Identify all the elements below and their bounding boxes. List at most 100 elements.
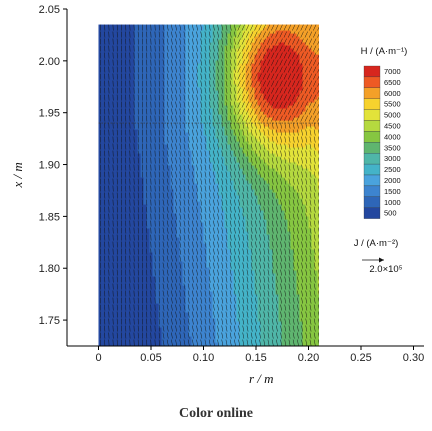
contour-cell <box>284 138 288 142</box>
contour-cell <box>191 42 195 46</box>
contour-cell <box>257 57 261 61</box>
contour-cell <box>251 180 255 184</box>
contour-cell <box>206 93 210 97</box>
contour-cell <box>110 144 114 148</box>
contour-cell <box>308 90 312 94</box>
contour-cell <box>164 123 168 127</box>
contour-cell <box>143 78 147 82</box>
contour-cell <box>269 222 273 226</box>
contour-cell <box>122 147 126 151</box>
contour-cell <box>152 30 156 34</box>
contour-cell <box>125 213 129 217</box>
contour-cell <box>119 207 123 211</box>
contour-cell <box>203 141 207 145</box>
contour-cell <box>122 45 126 49</box>
contour-cell <box>230 45 234 49</box>
contour-cell <box>311 162 315 166</box>
contour-cell <box>155 93 159 97</box>
contour-cell <box>242 192 246 196</box>
contour-cell <box>209 219 213 223</box>
contour-cell <box>149 102 153 106</box>
contour-cell <box>206 207 210 211</box>
contour-cell <box>254 141 258 145</box>
contour-cell <box>158 24 162 28</box>
contour-cell <box>221 24 225 28</box>
contour-cell <box>107 66 111 70</box>
contour-cell <box>257 201 261 205</box>
contour-cell <box>200 183 204 187</box>
contour-cell <box>176 225 180 229</box>
contour-cell <box>110 189 114 193</box>
contour-cell <box>215 36 219 40</box>
contour-cell <box>161 60 165 64</box>
contour-cell <box>203 42 207 46</box>
contour-cell <box>134 183 138 187</box>
contour-cell <box>110 216 114 220</box>
contour-cell <box>146 54 150 58</box>
contour-cell <box>245 78 249 82</box>
contour-cell <box>146 186 150 190</box>
contour-cell <box>182 210 186 214</box>
contour-cell <box>311 129 315 133</box>
contour-cell <box>113 201 117 205</box>
contour-cell <box>212 144 216 148</box>
contour-cell <box>236 183 240 187</box>
contour-cell <box>140 126 144 130</box>
contour-cell <box>191 51 195 55</box>
contour-cell <box>134 36 138 40</box>
contour-cell <box>251 105 255 109</box>
contour-cell <box>311 207 315 211</box>
contour-cell <box>209 129 213 133</box>
contour-cell <box>263 195 267 199</box>
contour-cell <box>146 78 150 82</box>
contour-cell <box>260 207 264 211</box>
contour-cell <box>179 36 183 40</box>
contour-cell <box>236 201 240 205</box>
contour-cell <box>203 159 207 163</box>
contour-cell <box>278 33 282 37</box>
contour-cell <box>275 45 279 49</box>
contour-cell <box>146 177 150 181</box>
contour-cell <box>188 150 192 154</box>
contour-cell <box>173 54 177 58</box>
contour-cell <box>251 57 255 61</box>
contour-cell <box>233 51 237 55</box>
contour-cell <box>281 180 285 184</box>
contour-cell <box>179 162 183 166</box>
contour-cell <box>227 153 231 157</box>
contour-cell <box>293 90 297 94</box>
contour-cell <box>191 183 195 187</box>
contour-cell <box>284 222 288 226</box>
contour-cell <box>299 219 303 223</box>
contour-cell <box>176 105 180 109</box>
contour-cell <box>299 66 303 70</box>
contour-cell <box>302 108 306 112</box>
contour-cell <box>206 84 210 88</box>
contour-cell <box>131 84 135 88</box>
contour-cell <box>290 108 294 112</box>
contour-cell <box>116 87 120 91</box>
contour-cell <box>149 54 153 58</box>
contour-cell <box>299 126 303 130</box>
contour-cell <box>239 105 243 109</box>
contour-cell <box>191 156 195 160</box>
contour-cell <box>311 81 315 85</box>
contour-cell <box>284 33 288 37</box>
contour-cell <box>164 39 168 43</box>
contour-cell <box>167 120 171 124</box>
contour-cell <box>263 147 267 151</box>
contour-cell <box>143 120 147 124</box>
contour-cell <box>167 204 171 208</box>
contour-cell <box>203 33 207 37</box>
contour-cell <box>257 180 261 184</box>
contour-cell <box>131 54 135 58</box>
contour-cell <box>137 183 141 187</box>
contour-cell <box>158 72 162 76</box>
contour-cell <box>209 60 213 64</box>
contour-cell <box>194 132 198 136</box>
contour-cell <box>152 120 156 124</box>
contour-cell <box>122 102 126 106</box>
contour-cell <box>278 54 282 58</box>
contour-cell <box>188 57 192 61</box>
contour-cell <box>224 48 228 52</box>
